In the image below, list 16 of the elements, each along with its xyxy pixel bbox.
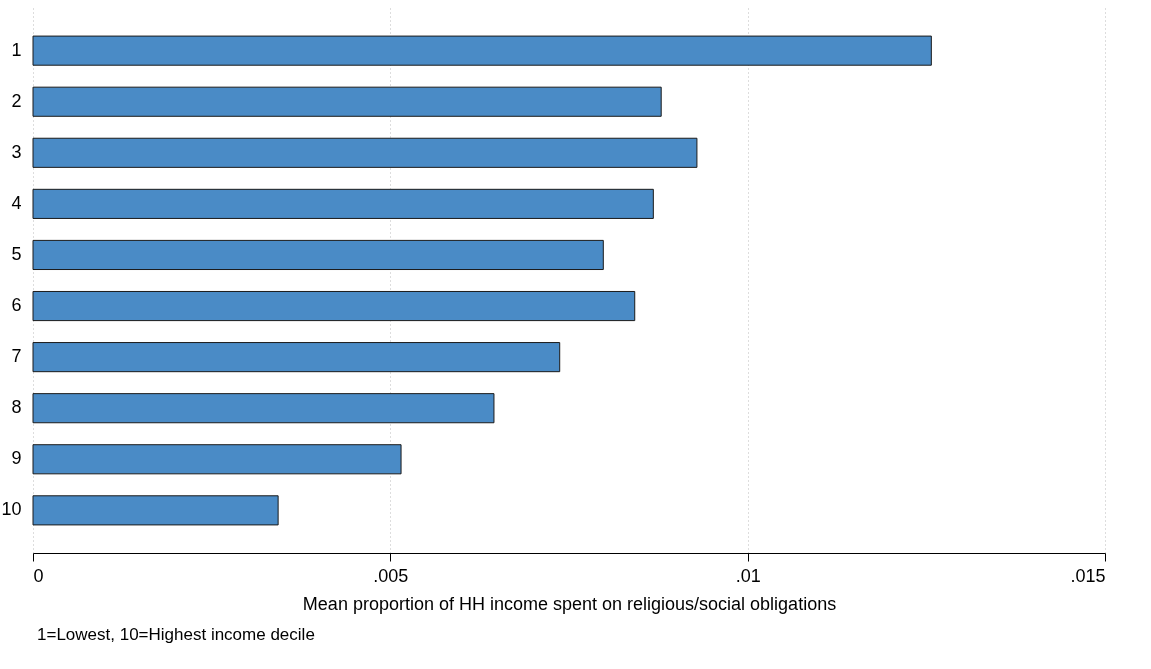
x-axis-title: Mean proportion of HH income spent on religious/social obligations [302,593,837,614]
y-tick-label: 9 [11,448,22,469]
x-tick-label: 0 [33,565,44,586]
y-tick-label: 4 [11,192,22,213]
x-tick-label: .015 [1070,565,1106,586]
y-tick-label: 8 [11,397,22,418]
y-tick-label: 1 [11,39,22,60]
y-tick-label: 2 [11,90,22,111]
text: 1=Lowest, 10=Highest income decile [37,625,315,644]
y-tick-label: 3 [11,141,22,162]
x-tick-label: .005 [373,565,409,586]
y-tick-label: 5 [11,243,22,264]
y-tick-label: 6 [11,295,22,316]
y-tick-label: 10 [1,499,22,520]
x-tick-label: .01 [735,565,761,586]
y-tick-label: 7 [11,346,22,367]
